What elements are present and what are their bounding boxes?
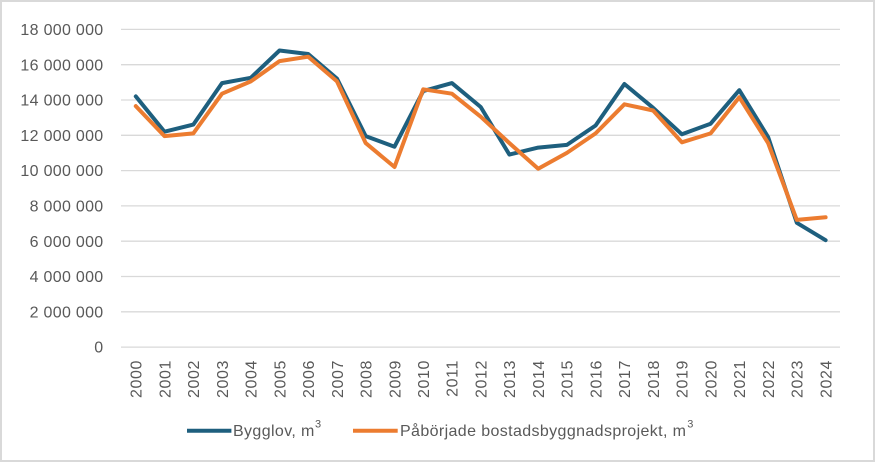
svg-text:2006: 2006 (301, 360, 318, 398)
svg-text:2015: 2015 (560, 360, 577, 398)
svg-text:18 000 000: 18 000 000 (20, 22, 103, 39)
svg-text:2004: 2004 (244, 360, 261, 398)
svg-text:2007: 2007 (330, 360, 347, 398)
svg-text:0: 0 (94, 340, 103, 357)
svg-text:2020: 2020 (703, 360, 720, 398)
svg-text:4 000 000: 4 000 000 (30, 269, 104, 286)
svg-text:3: 3 (687, 419, 693, 431)
svg-text:2010: 2010 (416, 360, 433, 398)
svg-text:2003: 2003 (215, 360, 232, 398)
svg-text:2002: 2002 (186, 360, 203, 398)
svg-text:2018: 2018 (646, 360, 663, 398)
svg-text:2024: 2024 (818, 360, 835, 398)
svg-text:16 000 000: 16 000 000 (20, 57, 103, 74)
svg-text:6 000 000: 6 000 000 (30, 234, 104, 251)
svg-text:14 000 000: 14 000 000 (20, 93, 103, 110)
svg-text:2013: 2013 (502, 360, 519, 398)
svg-text:2 000 000: 2 000 000 (30, 304, 104, 321)
svg-text:2001: 2001 (157, 360, 174, 398)
svg-text:2021: 2021 (732, 360, 749, 398)
svg-text:8 000 000: 8 000 000 (30, 199, 104, 216)
svg-text:2011: 2011 (445, 360, 462, 397)
svg-text:10 000 000: 10 000 000 (20, 163, 103, 180)
svg-text:2012: 2012 (474, 360, 491, 398)
svg-text:2008: 2008 (359, 360, 376, 398)
svg-text:3: 3 (315, 419, 321, 431)
svg-text:2019: 2019 (675, 360, 692, 398)
svg-text:2023: 2023 (790, 360, 807, 398)
svg-text:2014: 2014 (531, 360, 548, 398)
svg-text:Påbörjade bostadsbyggnadsproje: Påbörjade bostadsbyggnadsprojekt, m (400, 422, 686, 440)
svg-text:Bygglov, m: Bygglov, m (233, 423, 315, 440)
svg-text:2009: 2009 (387, 360, 404, 398)
svg-text:2022: 2022 (761, 360, 778, 398)
svg-text:2005: 2005 (272, 360, 289, 398)
svg-text:2017: 2017 (617, 360, 634, 398)
svg-text:12 000 000: 12 000 000 (20, 128, 103, 145)
svg-text:2016: 2016 (588, 360, 605, 398)
svg-text:2000: 2000 (129, 360, 146, 398)
